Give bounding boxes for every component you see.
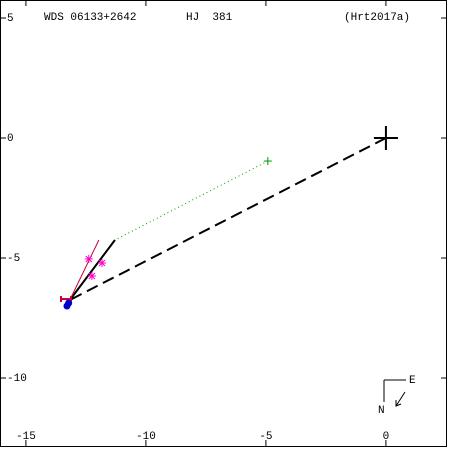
compass: E N [378,375,416,417]
x-tick-label: -5 [259,431,272,443]
marker-dot [65,299,73,307]
marker-stroke [98,259,106,267]
marker-stroke [85,255,93,263]
orbit-line [114,160,269,241]
orbit-line [69,239,116,301]
compass-arrow [395,391,406,407]
marker-asterisk [84,254,93,263]
header-wds: WDS 06133+2642 [44,12,136,24]
marker-asterisk [98,259,106,268]
marker-dot [65,299,73,307]
y-tick-label: -10 [7,373,27,385]
orbit-line [69,239,100,301]
marker-plus [263,157,272,166]
x-tick-label: -10 [136,431,156,443]
y-tick-label: 0 [7,133,14,145]
compass-east: E [409,375,416,387]
orbit-line [69,137,387,301]
x-tick-label: 0 [383,431,390,443]
marker-asterisk [87,272,96,280]
marker-stroke [88,272,96,280]
header-ref: (Hrt2017a) [344,12,410,24]
header-name: HJ 381 [186,12,233,24]
compass-arrowhead [395,400,402,407]
y-tick-label: 5 [7,13,14,25]
y-tick-label: -5 [7,253,20,265]
compass-north: N [378,405,385,417]
x-tick-label: -15 [16,431,36,443]
